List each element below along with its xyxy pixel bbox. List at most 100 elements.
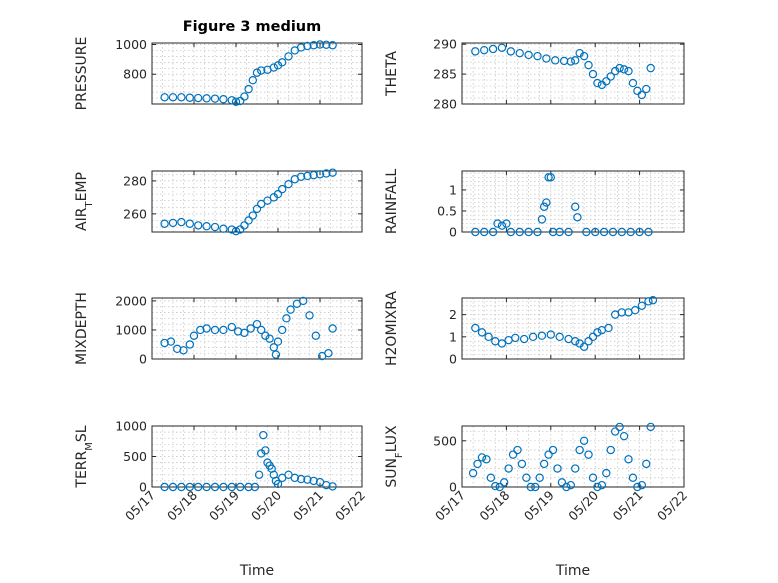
chart-rainfall: 0 0.5 1 RAINFALL bbox=[384, 169, 685, 240]
y-axis-label: THETA bbox=[384, 51, 400, 97]
data-point bbox=[315, 170, 325, 179]
data-point bbox=[608, 227, 618, 237]
data-point bbox=[628, 473, 638, 482]
data-point bbox=[522, 473, 531, 482]
data-point bbox=[296, 43, 306, 52]
y-axis-label: MIXDEPTH bbox=[74, 292, 90, 365]
data-point bbox=[250, 482, 260, 492]
chart-air-temp: 260 280 AIRTEMP bbox=[74, 168, 363, 236]
data-point bbox=[488, 44, 498, 54]
data-point bbox=[542, 198, 551, 207]
data-point bbox=[484, 332, 493, 342]
data-point bbox=[633, 482, 642, 492]
data-point bbox=[495, 482, 504, 492]
data-point bbox=[588, 69, 598, 79]
data-point bbox=[630, 306, 640, 315]
data-point bbox=[633, 86, 642, 96]
data-point bbox=[278, 184, 287, 194]
data-point bbox=[551, 56, 560, 65]
data-point bbox=[231, 97, 241, 106]
x-tick-label: 05/19 bbox=[521, 487, 557, 523]
y-tick-label: 0 bbox=[449, 480, 457, 495]
data-point bbox=[227, 482, 236, 492]
data-point bbox=[309, 476, 318, 486]
data-point bbox=[588, 332, 598, 342]
axis-frame bbox=[151, 170, 363, 233]
data-point bbox=[246, 324, 255, 333]
plot-area bbox=[461, 42, 685, 105]
y-tick-label: 0 bbox=[139, 480, 147, 495]
data-point bbox=[296, 474, 306, 484]
data-point bbox=[328, 41, 337, 50]
x-axis-label: Time bbox=[555, 563, 590, 579]
data-point bbox=[488, 227, 498, 237]
y-tick-label: 500 bbox=[123, 449, 147, 464]
data-point bbox=[515, 48, 524, 58]
data-point bbox=[322, 480, 331, 490]
data-point bbox=[168, 93, 178, 102]
data-point bbox=[240, 92, 249, 101]
data-point bbox=[573, 213, 582, 222]
data-point bbox=[303, 171, 312, 181]
data-point bbox=[235, 482, 245, 492]
data-point bbox=[491, 481, 500, 491]
data-point bbox=[593, 328, 602, 337]
data-point bbox=[480, 45, 489, 55]
data-point bbox=[588, 473, 598, 482]
data-point bbox=[477, 328, 487, 337]
data-point bbox=[546, 330, 556, 339]
data-point bbox=[606, 445, 615, 455]
data-point bbox=[599, 227, 609, 237]
y-tick-label: 800 bbox=[123, 67, 147, 82]
data-point bbox=[296, 172, 306, 181]
data-point bbox=[508, 450, 518, 459]
data-point bbox=[497, 43, 507, 52]
data-point bbox=[328, 482, 337, 491]
data-point bbox=[537, 215, 547, 224]
y-tick-label: 285 bbox=[433, 67, 457, 82]
data-point bbox=[210, 94, 220, 103]
data-point bbox=[535, 473, 544, 482]
data-point bbox=[185, 219, 194, 228]
data-point bbox=[557, 478, 567, 487]
x-tick-label: 05/20 bbox=[565, 487, 601, 523]
data-point bbox=[473, 459, 482, 469]
data-point bbox=[193, 93, 203, 103]
data-point bbox=[642, 459, 651, 469]
data-point bbox=[235, 96, 245, 106]
data-point bbox=[591, 227, 600, 237]
data-point bbox=[257, 325, 266, 335]
y-tick-label: 1000 bbox=[115, 322, 147, 337]
data-point bbox=[531, 482, 540, 492]
data-point bbox=[480, 227, 489, 237]
data-point bbox=[637, 480, 647, 490]
data-point bbox=[324, 348, 333, 358]
data-point bbox=[482, 455, 491, 464]
chart-theta: 280 285 290 THETA bbox=[384, 37, 685, 112]
data-point bbox=[555, 332, 564, 342]
data-point bbox=[517, 459, 527, 469]
data-point bbox=[185, 340, 194, 349]
data-point bbox=[240, 221, 249, 230]
y-tick-label: 280 bbox=[123, 173, 147, 188]
chart-pressure: 800 1000 PRESSURE bbox=[74, 37, 363, 110]
data-point bbox=[168, 482, 178, 492]
data-point bbox=[271, 350, 281, 359]
x-tick-label: 05/19 bbox=[206, 487, 242, 523]
axis-frame bbox=[461, 297, 685, 360]
y-tick-label: 2000 bbox=[115, 293, 147, 308]
data-point bbox=[524, 227, 533, 237]
y-tick-label: 1 bbox=[449, 182, 457, 197]
y-tick-label: 500 bbox=[433, 433, 457, 448]
data-point bbox=[644, 297, 653, 306]
axis-frame bbox=[461, 170, 685, 233]
y-tick-label: 0 bbox=[139, 352, 147, 367]
data-point bbox=[506, 227, 516, 237]
data-point bbox=[546, 173, 556, 182]
data-point bbox=[160, 219, 169, 228]
data-point bbox=[219, 224, 228, 233]
data-point bbox=[254, 470, 264, 479]
data-point bbox=[513, 445, 522, 455]
data-point bbox=[219, 325, 228, 335]
